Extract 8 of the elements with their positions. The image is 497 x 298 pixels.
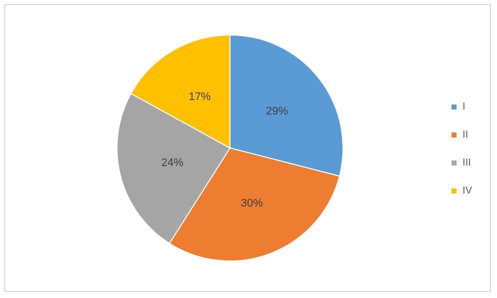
data-label: 29% <box>266 106 288 118</box>
legend-label: I <box>462 102 466 112</box>
legend-label: IV <box>462 186 472 196</box>
data-label: 24% <box>161 156 184 169</box>
legend-label: II <box>462 130 468 140</box>
data-label: 17% <box>188 90 211 103</box>
legend-label: III <box>462 158 471 168</box>
data-label: 30% <box>240 197 264 210</box>
